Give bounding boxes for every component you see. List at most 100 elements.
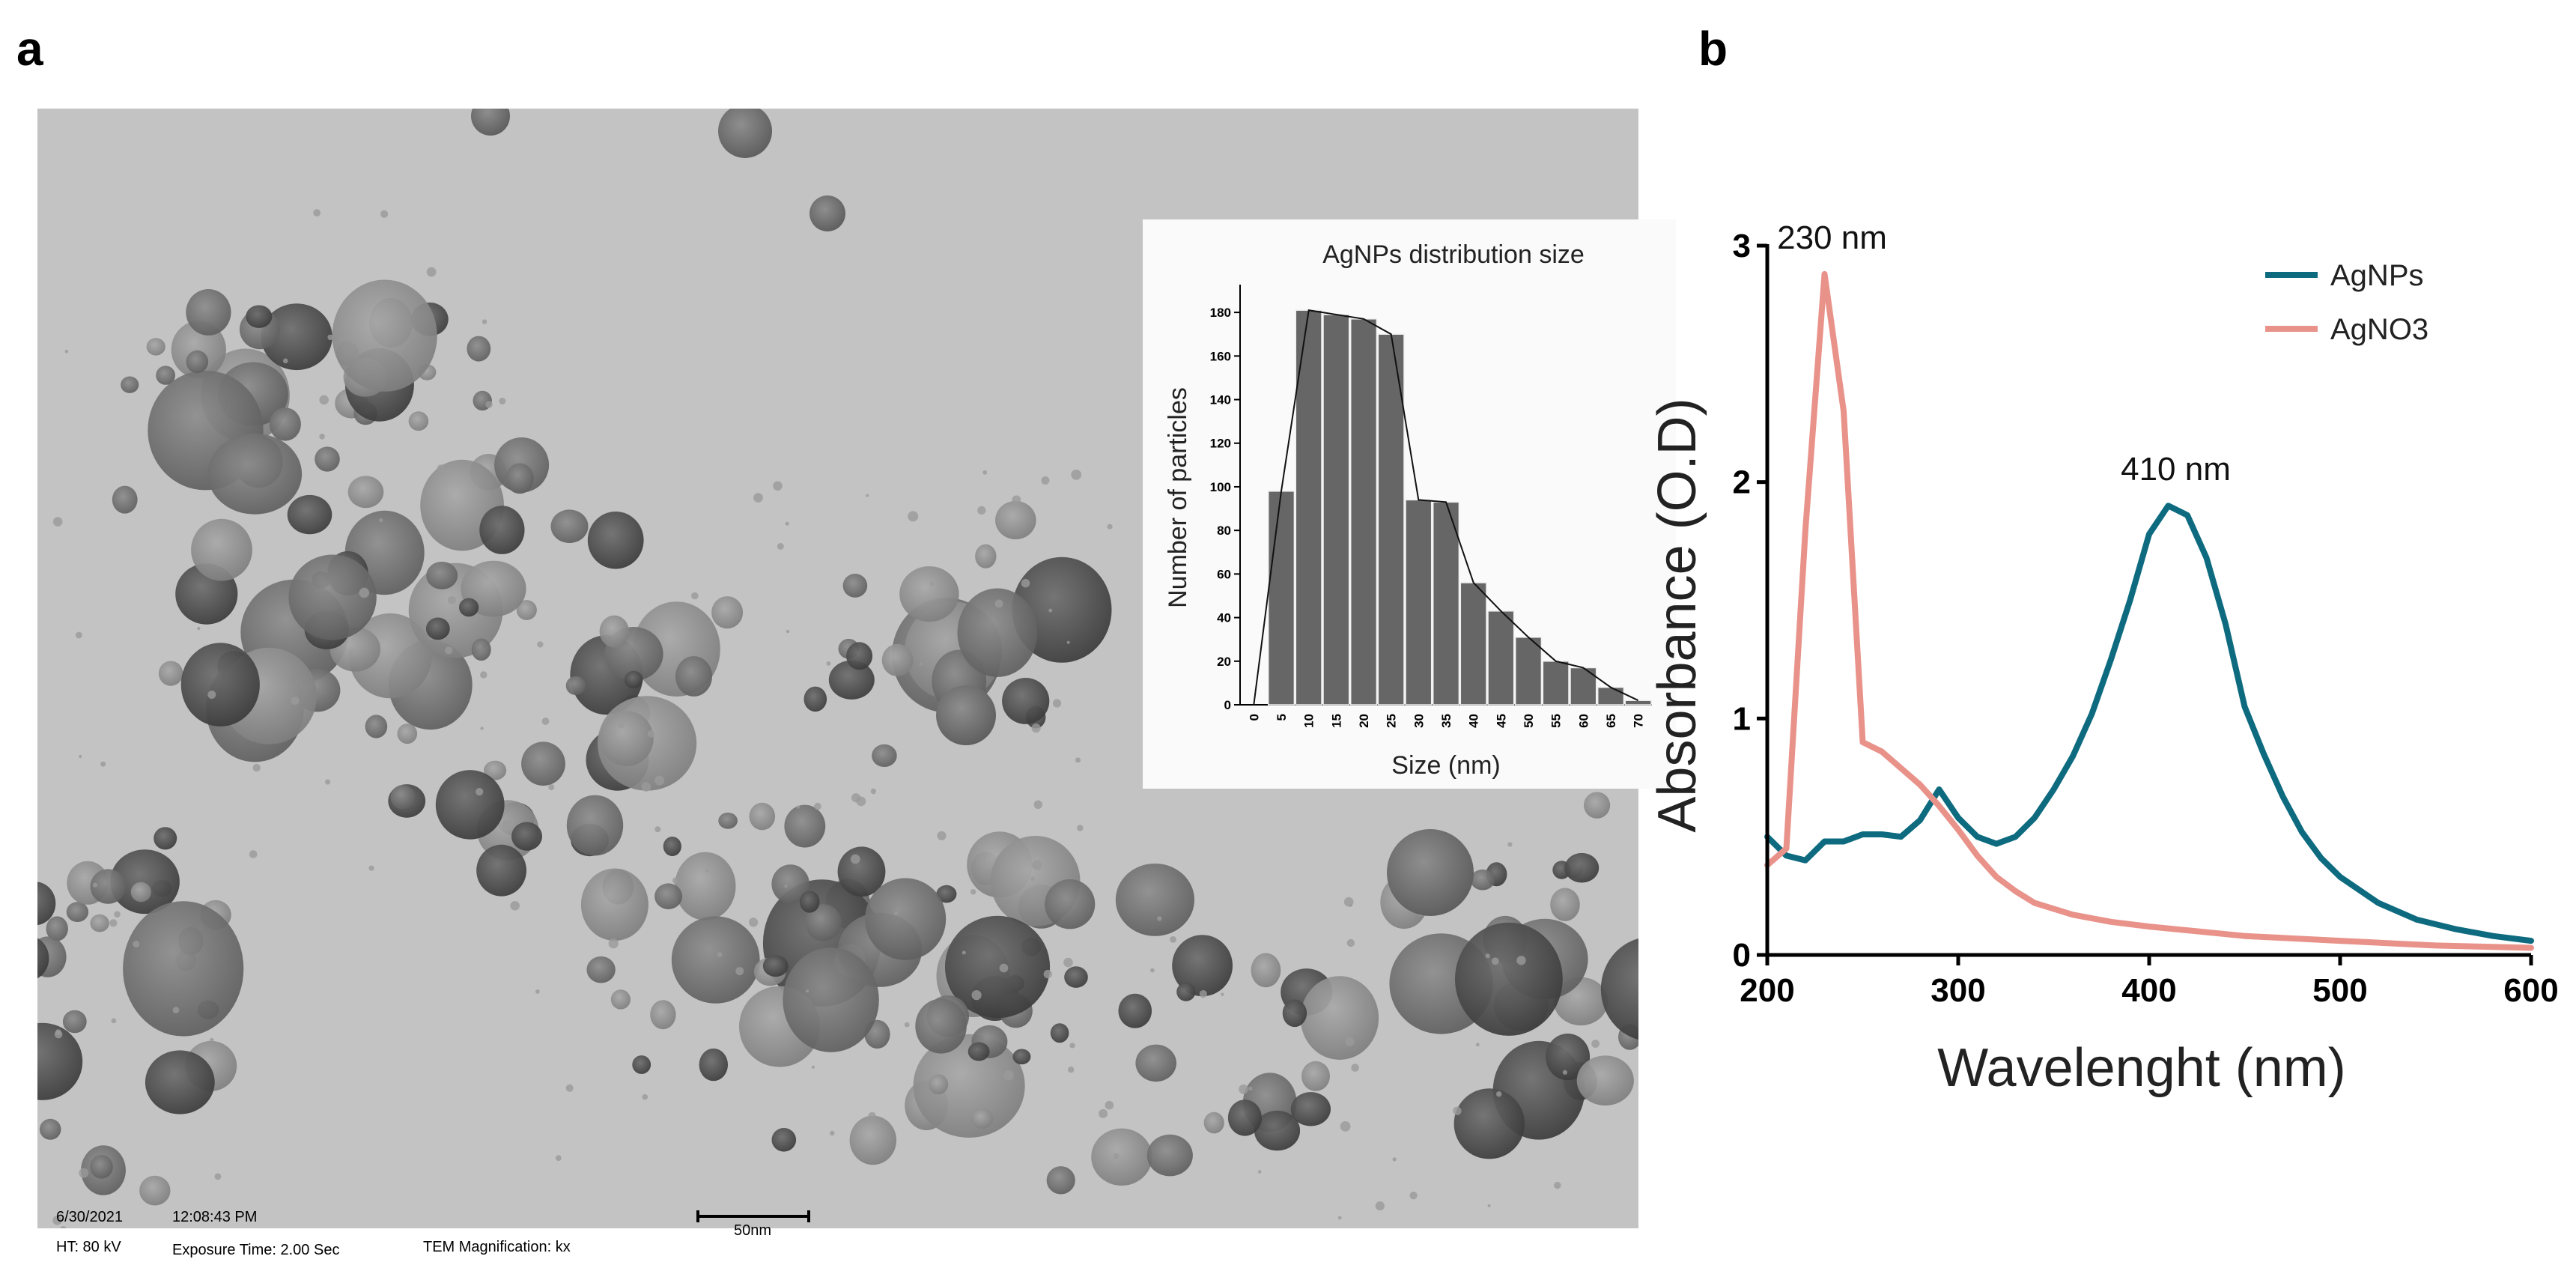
small-particle-99: [672, 877, 679, 884]
small-particle-83: [368, 865, 374, 871]
inset-xtick-label-50: 50: [1522, 714, 1536, 728]
nanoparticle-22: [269, 407, 301, 441]
nanoparticle-49: [288, 554, 377, 640]
small-particle-74: [1066, 640, 1070, 644]
peak-annotation-0: 230 nm: [1777, 219, 1887, 256]
nanoparticle-201: [1584, 792, 1611, 819]
small-particle-25: [79, 754, 82, 759]
nanoparticle-177: [37, 938, 49, 979]
small-particle-118: [214, 1173, 222, 1180]
small-particle-85: [60, 1226, 67, 1228]
nanoparticle-138: [1146, 1134, 1193, 1177]
nanoparticle-216: [975, 544, 997, 568]
nanoparticle-203: [1455, 922, 1563, 1036]
inset-bar-15: [1322, 314, 1350, 706]
inset-xtick-label-25: 25: [1385, 714, 1399, 728]
small-particle-112: [641, 782, 651, 792]
inset-bar-10: [1295, 309, 1322, 706]
small-particle-52: [796, 805, 801, 809]
nanoparticle-179: [123, 901, 244, 1037]
small-particle-13: [1021, 578, 1030, 588]
small-particle-26: [447, 595, 456, 604]
small-particle-47: [480, 727, 484, 730]
small-particle-150: [994, 599, 1003, 608]
inset-ytick-label-6: 120: [1210, 437, 1231, 451]
small-particle-128: [1485, 953, 1490, 959]
nanoparticle-156: [1282, 999, 1307, 1028]
tem-micrograph: AgNPs distribution size 0 20 40 60 80 100 120 14…: [37, 109, 1676, 1228]
inset-ytick-label-4: 80: [1217, 524, 1231, 538]
small-particle-144: [437, 464, 446, 473]
small-particle-18: [868, 1111, 876, 1120]
nanoparticle-159: [915, 998, 967, 1054]
inset-xtick-label-35: 35: [1439, 714, 1453, 728]
nanoparticle-226: [1002, 678, 1050, 724]
nanoparticle-133: [1254, 1110, 1301, 1151]
nanoparticle-154: [944, 915, 1051, 1019]
nanoparticle-178: [62, 1010, 87, 1034]
nanoparticle-204: [1550, 888, 1580, 921]
small-particle-40: [1033, 800, 1043, 809]
nanoparticle-126: [610, 989, 631, 1010]
nanoparticle-95: [650, 1000, 676, 1030]
inset-bar-50: [1514, 637, 1543, 706]
series-line-AgNO3: [1764, 270, 2534, 951]
small-particle-81: [777, 543, 784, 550]
ytick-label-2: 2: [1733, 464, 1751, 501]
ytick-label-1: 1: [1733, 700, 1751, 737]
small-particle-134: [717, 952, 723, 957]
small-particle-43: [537, 641, 544, 648]
nanoparticle-114: [783, 947, 879, 1052]
nanoparticle-227: [957, 588, 1038, 677]
nanoparticle-20: [121, 376, 139, 393]
inset-bar-35: [1432, 501, 1460, 706]
small-particle-7: [1105, 1100, 1114, 1110]
xtick-label-400: 400: [2121, 972, 2176, 1009]
nanoparticle-118: [771, 1128, 797, 1152]
nanoparticle-168: [110, 849, 180, 914]
nanoparticle-82: [435, 770, 505, 840]
small-particle-156: [1496, 1091, 1502, 1097]
nanoparticle-120: [586, 956, 616, 983]
small-particle-103: [100, 761, 106, 767]
small-particle-105: [1107, 524, 1113, 530]
nanoparticle-137: [1091, 1128, 1152, 1186]
small-particle-76: [319, 434, 325, 440]
nanoparticle-75: [663, 837, 681, 856]
small-particle-104: [999, 963, 1009, 973]
nanoparticle-127: [799, 891, 820, 913]
small-particle-154: [1199, 990, 1207, 998]
inset-xtick-label-45: 45: [1494, 714, 1508, 728]
small-particle-53: [654, 775, 665, 786]
small-particle-79: [1554, 1181, 1561, 1189]
nanoparticle-81: [625, 670, 643, 689]
nanoparticle-136: [1203, 1111, 1224, 1134]
nanoparticle-47: [186, 350, 209, 374]
small-particle-125: [1031, 724, 1041, 733]
tem-date: 6/30/2021: [56, 1209, 123, 1225]
small-particle-23: [1063, 957, 1073, 968]
xtick-label-300: 300: [1931, 972, 1985, 1009]
inset-xtick-label-10: 10: [1302, 714, 1316, 728]
nanoparticle-211: [828, 660, 875, 700]
nanoparticle-209: [1470, 869, 1495, 891]
nanoparticle-205: [1564, 852, 1600, 883]
isolated-particle-3: [1387, 829, 1474, 916]
nanoparticle-74: [511, 822, 542, 851]
small-particle-48: [55, 1029, 61, 1035]
nanoparticle-124: [1050, 1023, 1069, 1043]
nanoparticle-128: [580, 868, 648, 941]
small-particle-65: [904, 1022, 910, 1028]
nanoparticle-111: [936, 885, 957, 903]
small-particle-108: [52, 1216, 62, 1225]
small-particle-66: [482, 319, 487, 324]
nanoparticle-45: [146, 338, 165, 356]
nanoparticle-36: [347, 476, 384, 509]
small-particle-122: [749, 917, 759, 927]
small-particle-12: [1075, 757, 1081, 763]
inset-bar-30: [1405, 499, 1433, 706]
tem-footer: 6/30/2021 12:08:43 PM HT: 80 kV Exposure…: [37, 1206, 1638, 1280]
nanoparticle-60: [425, 617, 450, 640]
small-particle-87: [210, 1037, 214, 1043]
xtick-label-500: 500: [2312, 972, 2367, 1009]
